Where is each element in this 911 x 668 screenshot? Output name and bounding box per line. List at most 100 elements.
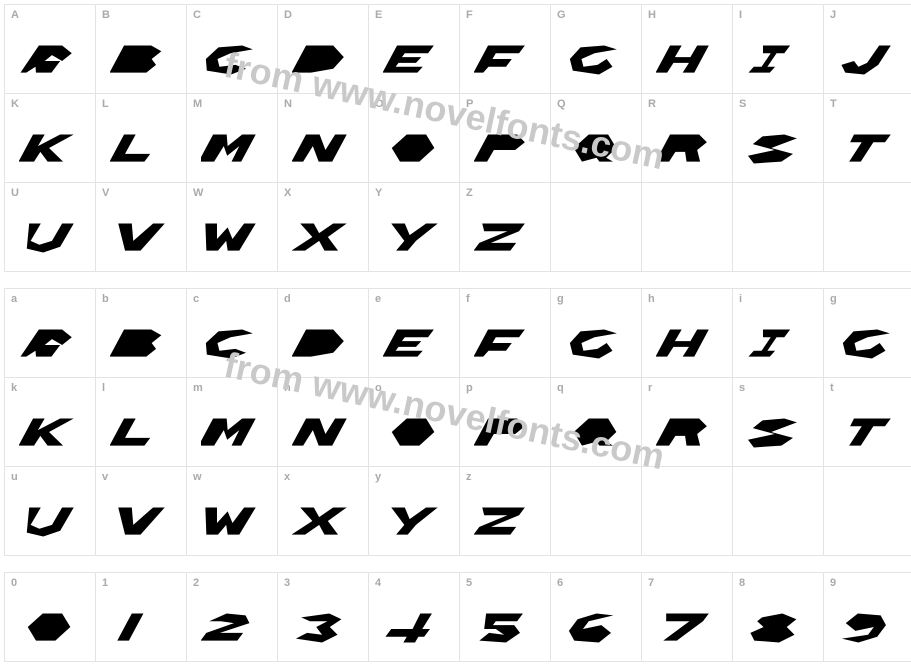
glyph-cell-D: D	[278, 5, 369, 94]
cell-label: 9	[830, 577, 836, 589]
glyph-q	[551, 411, 641, 458]
cell-label: c	[193, 293, 199, 305]
glyph-o	[369, 411, 459, 458]
cell-label: I	[739, 9, 742, 21]
cell-label: i	[739, 293, 742, 305]
cell-label: m	[193, 382, 203, 394]
cell-label: w	[193, 471, 202, 483]
cell-label: 5	[466, 577, 472, 589]
glyph-K	[5, 127, 95, 174]
cell-label: A	[11, 9, 19, 21]
glyph-A	[5, 38, 95, 85]
cell-label: d	[284, 293, 291, 305]
cell-label: 7	[648, 577, 654, 589]
glyph-7	[642, 606, 732, 653]
glyph-J	[824, 38, 911, 85]
cell-label: g	[830, 293, 837, 305]
glyph-z	[460, 500, 550, 547]
cell-label: E	[375, 9, 382, 21]
glyph-3	[278, 606, 368, 653]
cell-label: q	[557, 382, 564, 394]
glyph-cell-y: y	[369, 467, 460, 556]
glyph-cell-5: 5	[460, 573, 551, 662]
glyph-cell-Y: Y	[369, 183, 460, 272]
glyph-cell-t: t	[824, 378, 911, 467]
cell-label: H	[648, 9, 656, 21]
empty-cell	[642, 183, 733, 272]
glyph-cell-H: H	[642, 5, 733, 94]
cell-label: R	[648, 98, 656, 110]
cell-label: 2	[193, 577, 199, 589]
glyph-cell-E: E	[369, 5, 460, 94]
glyph-s	[733, 411, 823, 458]
glyph-cell-T: T	[824, 94, 911, 183]
empty-cell	[824, 183, 911, 272]
cell-label: n	[284, 382, 291, 394]
glyph-cell-d: d	[278, 289, 369, 378]
glyph-cell-r: r	[642, 378, 733, 467]
glyph-cell-k: k	[5, 378, 96, 467]
glyph-y	[369, 500, 459, 547]
glyph-cell-c: c	[187, 289, 278, 378]
cell-label: N	[284, 98, 292, 110]
cell-label: z	[466, 471, 472, 483]
glyph-n	[278, 411, 368, 458]
glyph-cell-z: z	[460, 467, 551, 556]
cell-label: V	[102, 187, 109, 199]
cell-label: 0	[11, 577, 17, 589]
cell-label: Z	[466, 187, 473, 199]
glyph-2	[187, 606, 277, 653]
glyph-0	[5, 606, 95, 653]
glyph-cell-n: n	[278, 378, 369, 467]
glyph-9	[824, 606, 911, 653]
digits-grid: 0123456789	[4, 572, 911, 662]
empty-cell	[733, 183, 824, 272]
glyph-W	[187, 216, 277, 263]
glyph-E	[369, 38, 459, 85]
cell-label: Q	[557, 98, 566, 110]
empty-cell	[551, 467, 642, 556]
glyph-b	[96, 322, 186, 369]
cell-label: D	[284, 9, 292, 21]
glyph-cell-g: g	[551, 289, 642, 378]
cell-label: T	[830, 98, 837, 110]
glyph-cell-x: x	[278, 467, 369, 556]
glyph-4	[369, 606, 459, 653]
glyph-cell-J: J	[824, 5, 911, 94]
cell-label: F	[466, 9, 473, 21]
cell-label: B	[102, 9, 110, 21]
cell-label: h	[648, 293, 655, 305]
glyph-cell-P: P	[460, 94, 551, 183]
glyph-k	[5, 411, 95, 458]
glyph-cell-i: i	[733, 289, 824, 378]
glyph-x	[278, 500, 368, 547]
cell-label: 4	[375, 577, 381, 589]
glyph-cell-K: K	[5, 94, 96, 183]
glyph-cell-e: e	[369, 289, 460, 378]
cell-label: f	[466, 293, 470, 305]
cell-label: y	[375, 471, 381, 483]
glyph-cell-S: S	[733, 94, 824, 183]
glyph-V	[96, 216, 186, 263]
cell-label: 3	[284, 577, 290, 589]
glyph-cell-a: a	[5, 289, 96, 378]
cell-label: 6	[557, 577, 563, 589]
glyph-g	[551, 322, 641, 369]
glyph-e	[369, 322, 459, 369]
cell-label: t	[830, 382, 834, 394]
glyph-cell-C: C	[187, 5, 278, 94]
glyph-H	[642, 38, 732, 85]
cell-label: J	[830, 9, 836, 21]
glyph-cell-N: N	[278, 94, 369, 183]
glyph-I	[733, 38, 823, 85]
cell-label: C	[193, 9, 201, 21]
glyph-d	[278, 322, 368, 369]
glyph-O	[369, 127, 459, 174]
glyph-cell-Q: Q	[551, 94, 642, 183]
glyph-w	[187, 500, 277, 547]
cell-label: W	[193, 187, 203, 199]
cell-label: g	[557, 293, 564, 305]
glyph-cell-V: V	[96, 183, 187, 272]
glyph-cell-F: F	[460, 5, 551, 94]
glyph-cell-9: 9	[824, 573, 911, 662]
